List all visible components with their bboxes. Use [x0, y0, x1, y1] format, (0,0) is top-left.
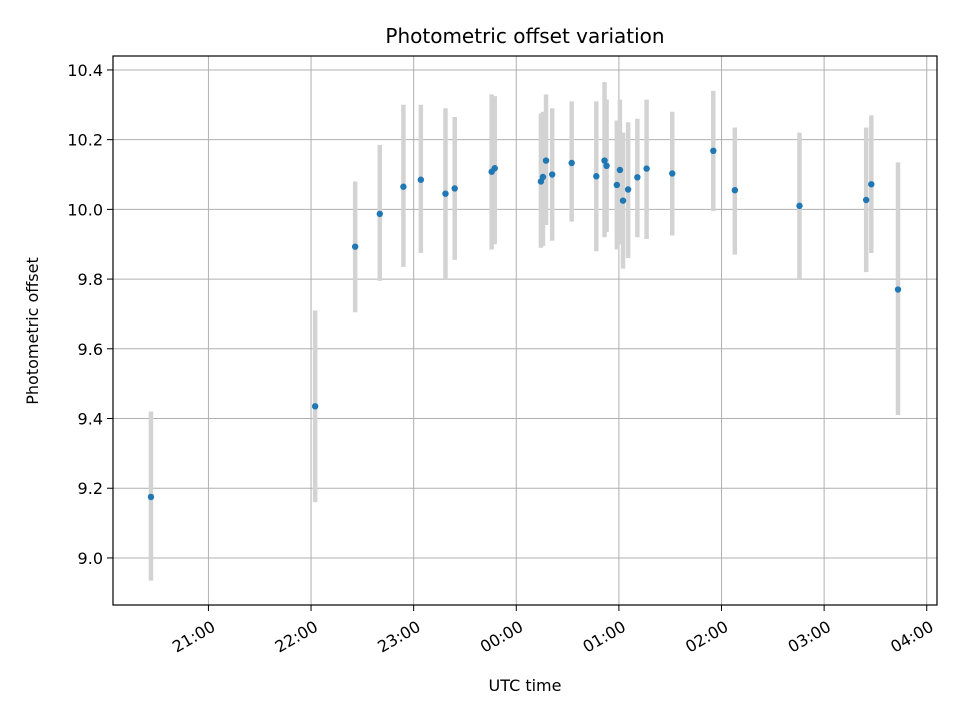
data-point: [613, 181, 621, 189]
data-point: [376, 210, 383, 218]
data-point: [417, 176, 425, 183]
data-point: [603, 162, 610, 169]
data-point: [601, 157, 608, 164]
data-point: [643, 165, 650, 172]
y-tick-label: 10.2: [67, 131, 103, 150]
chart-title: Photometric offset variation: [385, 24, 664, 48]
x-axis-label: UTC time: [489, 676, 562, 695]
y-tick-label: 9.0: [78, 549, 103, 568]
y-tick-label: 10.0: [67, 200, 103, 219]
data-points: [147, 147, 902, 501]
data-point: [593, 173, 600, 180]
data-point: [351, 243, 359, 250]
plot-frame: [112, 55, 938, 606]
data-point: [568, 159, 575, 167]
data-point: [619, 197, 627, 204]
data-point: [616, 166, 624, 174]
data-point: [311, 403, 319, 410]
data-point: [400, 183, 407, 190]
data-point: [862, 196, 870, 204]
data-point: [542, 157, 550, 164]
data-point: [634, 174, 641, 181]
data-point: [147, 493, 155, 501]
data-point: [731, 187, 739, 194]
y-tick-label: 9.6: [78, 340, 103, 359]
data-point: [868, 181, 875, 188]
data-point: [710, 147, 717, 155]
data-point: [796, 202, 803, 210]
data-point: [539, 173, 547, 181]
data-point: [491, 165, 498, 172]
y-tick-label: 9.4: [78, 410, 103, 429]
y-axis-label: Photometric offset: [23, 257, 42, 405]
grid: [113, 56, 937, 605]
y-tick-label: 9.8: [78, 270, 103, 289]
data-point: [548, 171, 556, 178]
y-axis-ticks: 9.0 9.2 9.4 9.6 9.8 10.0 10.2 10.4: [67, 61, 113, 568]
data-point: [894, 286, 902, 293]
data-point: [451, 185, 458, 192]
data-point: [669, 170, 676, 177]
y-tick-label: 9.2: [78, 479, 103, 498]
data-point: [624, 186, 632, 193]
y-tick-label: 10.4: [67, 61, 103, 80]
data-point: [442, 190, 449, 197]
